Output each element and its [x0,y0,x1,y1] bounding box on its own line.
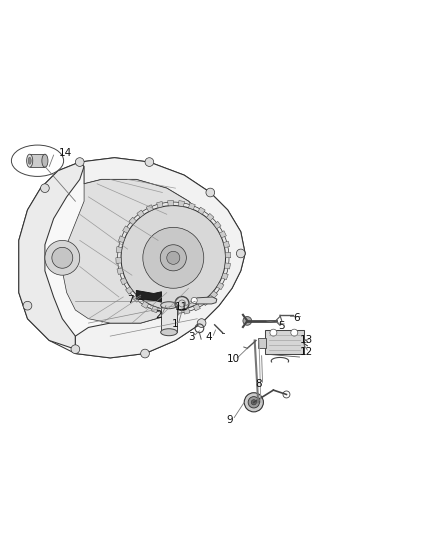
Circle shape [206,188,215,197]
Polygon shape [157,201,163,208]
Polygon shape [120,278,127,285]
Polygon shape [19,158,245,358]
Circle shape [121,206,226,310]
Polygon shape [198,207,205,214]
Polygon shape [222,273,228,280]
Polygon shape [193,304,200,311]
Text: 2: 2 [155,310,162,320]
Ellipse shape [161,302,177,309]
Text: 6: 6 [293,313,300,323]
Polygon shape [188,203,195,209]
FancyBboxPatch shape [161,305,177,332]
Circle shape [41,184,49,192]
Text: 7: 7 [127,295,134,305]
FancyBboxPatch shape [258,338,266,348]
Text: 13: 13 [300,335,313,345]
Polygon shape [184,308,190,314]
Ellipse shape [42,154,48,167]
Polygon shape [225,252,231,258]
Circle shape [23,301,32,310]
Circle shape [52,247,73,268]
Circle shape [143,228,204,288]
Polygon shape [123,226,130,233]
Text: 8: 8 [256,379,262,389]
Circle shape [160,245,186,271]
Polygon shape [225,263,230,269]
Polygon shape [162,309,168,315]
Circle shape [251,400,256,405]
Polygon shape [117,268,124,274]
Circle shape [71,345,80,353]
Circle shape [75,158,84,166]
Polygon shape [116,258,121,263]
Circle shape [270,329,277,336]
Circle shape [191,297,197,303]
Polygon shape [19,162,84,349]
Polygon shape [191,297,217,304]
Polygon shape [137,210,144,217]
Polygon shape [62,180,215,323]
Circle shape [248,397,259,408]
Polygon shape [168,200,173,206]
Polygon shape [133,295,140,302]
Text: 3: 3 [188,332,195,342]
Circle shape [197,319,206,327]
Polygon shape [151,306,158,313]
Polygon shape [223,241,230,248]
Polygon shape [118,236,125,243]
Polygon shape [217,282,224,290]
Circle shape [237,249,245,258]
Circle shape [145,158,154,166]
Polygon shape [75,158,245,358]
Circle shape [45,240,80,275]
Polygon shape [214,221,221,229]
Circle shape [291,329,298,336]
FancyBboxPatch shape [30,154,45,167]
Ellipse shape [27,154,33,167]
Polygon shape [141,301,148,309]
Polygon shape [210,291,218,298]
Polygon shape [126,287,133,294]
Circle shape [283,391,290,398]
Circle shape [141,349,149,358]
Text: 12: 12 [300,347,313,357]
Polygon shape [178,200,184,207]
Circle shape [167,251,180,264]
Ellipse shape [28,157,31,164]
Circle shape [244,393,263,412]
Text: 11: 11 [174,302,188,312]
Text: 5: 5 [278,321,285,330]
Polygon shape [202,298,210,305]
FancyBboxPatch shape [265,330,304,354]
Polygon shape [136,290,162,302]
Polygon shape [129,217,136,225]
Text: 9: 9 [226,415,233,425]
Polygon shape [206,213,214,221]
Circle shape [243,317,252,325]
Text: 14: 14 [59,148,72,158]
Polygon shape [116,247,122,253]
Circle shape [117,202,229,313]
Text: 10: 10 [226,354,240,364]
Text: 4: 4 [206,333,212,342]
Ellipse shape [11,145,64,176]
Ellipse shape [161,329,177,336]
Polygon shape [219,231,226,238]
Polygon shape [173,310,179,315]
Text: 1: 1 [172,319,179,329]
Polygon shape [146,205,153,212]
